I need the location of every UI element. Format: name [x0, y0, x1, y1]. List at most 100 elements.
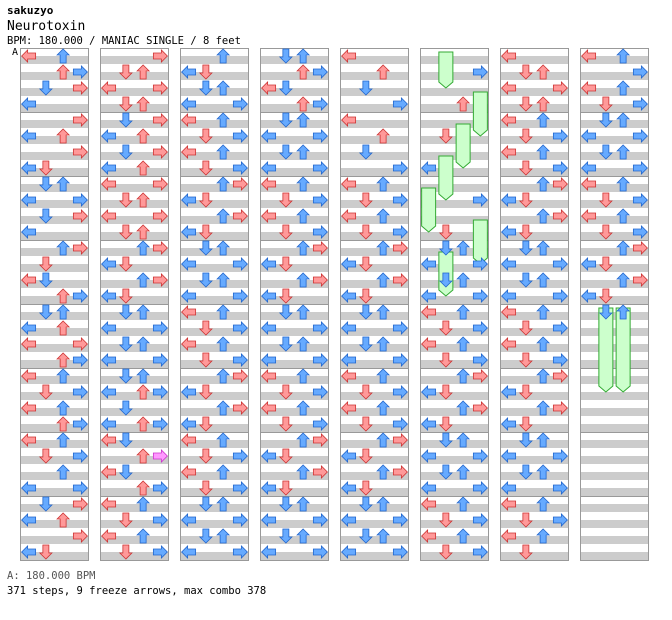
step-arrow-left — [21, 129, 37, 143]
step-arrow-up — [216, 464, 231, 480]
step-arrow-down — [358, 528, 373, 544]
step-arrow-up — [616, 144, 631, 160]
step-arrow-left — [101, 385, 117, 399]
step-arrow-left — [21, 321, 37, 335]
beat-stripe — [420, 184, 489, 192]
step-arrow-down — [278, 112, 293, 128]
step-arrow-left — [101, 353, 117, 367]
step-arrow-down — [118, 192, 133, 208]
step-arrow-left — [421, 257, 437, 271]
column-border — [180, 48, 249, 561]
step-arrow-right — [72, 241, 88, 255]
step-arrow-right — [72, 497, 88, 511]
beat-stripe — [260, 184, 329, 192]
step-arrow-left — [501, 49, 517, 63]
step-arrow-up — [296, 432, 311, 448]
beat-stripe — [500, 360, 569, 368]
step-arrow-left — [581, 289, 597, 303]
beat-stripe — [340, 424, 409, 432]
beat-stripe — [340, 472, 409, 480]
step-arrow-down — [278, 448, 293, 464]
step-arrow-up — [296, 464, 311, 480]
step-arrow-left — [261, 449, 277, 463]
step-arrow-down — [438, 224, 453, 240]
step-arrow-left — [181, 545, 197, 559]
step-arrow-right — [72, 449, 88, 463]
step-arrow-up — [56, 352, 71, 368]
step-arrow-left — [421, 481, 437, 495]
step-arrow-right — [552, 513, 568, 527]
step-arrow-left — [421, 305, 437, 319]
freeze-arrow — [455, 123, 471, 169]
step-stats: 371 steps, 9 freeze arrows, max combo 37… — [7, 585, 267, 597]
step-arrow-up — [296, 96, 311, 112]
beat-stripe — [420, 56, 489, 64]
step-arrow-left — [341, 449, 357, 463]
step-arrow-left — [581, 129, 597, 143]
freeze-arrow — [438, 155, 454, 201]
beat-stripe — [340, 296, 409, 304]
step-arrow-down — [438, 240, 453, 256]
beat-stripe — [580, 56, 649, 64]
step-arrow-up — [456, 400, 471, 416]
step-arrow-down — [278, 80, 293, 96]
step-arrow-up — [296, 272, 311, 288]
beat-stripe — [580, 200, 649, 208]
step-arrow-down — [198, 128, 213, 144]
step-arrow-left — [261, 481, 277, 495]
step-arrow-right — [552, 369, 568, 383]
step-arrow-up — [536, 432, 551, 448]
step-arrow-down — [358, 384, 373, 400]
step-arrow-left — [101, 289, 117, 303]
beat-stripe — [260, 248, 329, 256]
beat-stripe — [420, 296, 489, 304]
beat-stripe — [500, 152, 569, 160]
step-arrow-down — [198, 352, 213, 368]
beat-stripe — [420, 552, 489, 560]
step-arrow-up — [216, 272, 231, 288]
beat-stripe — [340, 152, 409, 160]
step-arrow-left — [21, 337, 37, 351]
step-arrow-down — [278, 416, 293, 432]
step-arrow-down — [438, 512, 453, 528]
step-arrow-down — [198, 528, 213, 544]
step-arrow-up — [536, 464, 551, 480]
step-arrow-down — [198, 320, 213, 336]
beat-stripe — [500, 104, 569, 112]
step-arrow-down — [518, 544, 533, 560]
step-arrow-down — [358, 304, 373, 320]
step-arrow-down — [118, 288, 133, 304]
beat-stripe — [20, 408, 89, 416]
step-arrow-down — [38, 208, 53, 224]
step-arrow-right — [72, 193, 88, 207]
beat-stripe — [100, 168, 169, 176]
beat-stripe — [500, 264, 569, 272]
step-arrow-right — [232, 129, 248, 143]
step-arrow-down — [518, 240, 533, 256]
step-arrow-down — [598, 304, 613, 320]
step-arrow-down — [598, 224, 613, 240]
step-arrow-right — [632, 97, 648, 111]
freeze-arrow — [615, 307, 631, 393]
step-arrow-up — [56, 64, 71, 80]
beat-stripe — [420, 408, 489, 416]
step-arrow-up — [536, 496, 551, 512]
step-arrow-right — [232, 289, 248, 303]
beat-stripe — [100, 264, 169, 272]
beat-stripe — [500, 248, 569, 256]
beat-stripe — [180, 184, 249, 192]
step-arrow-up — [216, 528, 231, 544]
step-arrow-up — [56, 416, 71, 432]
step-arrow-down — [358, 192, 373, 208]
step-arrow-down — [198, 384, 213, 400]
beat-stripe — [340, 520, 409, 528]
step-arrow-right — [72, 81, 88, 95]
beat-stripe — [580, 440, 649, 448]
step-arrow-right — [632, 273, 648, 287]
step-arrow-left — [101, 497, 117, 511]
step-arrow-up — [296, 144, 311, 160]
beat-stripe — [260, 200, 329, 208]
beat-stripe — [580, 456, 649, 464]
beat-stripe — [420, 72, 489, 80]
step-arrow-right — [472, 193, 488, 207]
